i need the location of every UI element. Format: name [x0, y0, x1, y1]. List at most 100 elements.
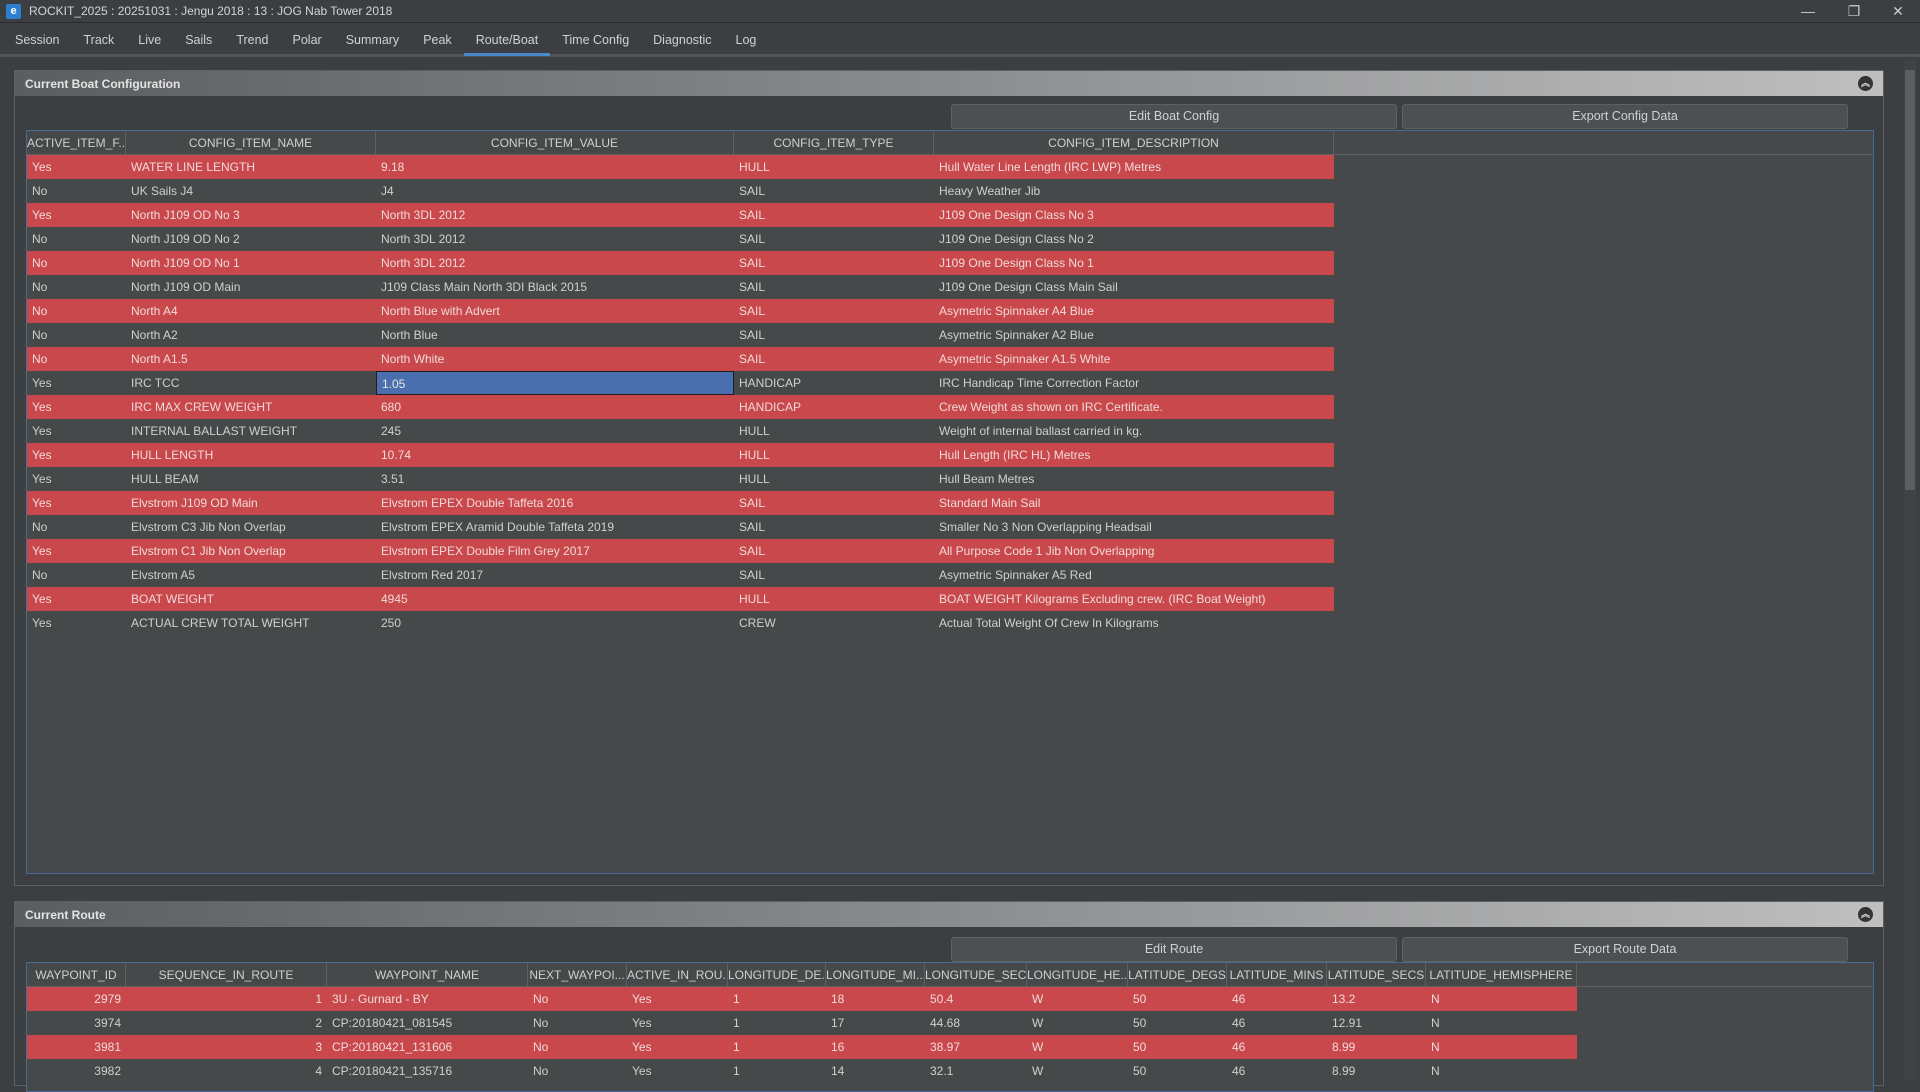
table-cell[interactable]: Yes [27, 587, 126, 611]
table-cell[interactable]: All Purpose Code 1 Jib Non Overlapping [934, 539, 1334, 563]
table-cell[interactable]: 44.68 [930, 1016, 961, 1030]
table-row[interactable]: Yes Elvstrom C1 Jib Non Overlap Elvstrom E… [27, 539, 1873, 563]
table-row[interactable]: 3974 2 CP:20180421_081545 No Yes 1 17 44.68 W 50 4… [27, 1011, 1873, 1035]
table-cell[interactable]: No [32, 184, 48, 198]
table-row[interactable]: No North J109 OD Main J109 Class Main Nort… [27, 275, 1873, 299]
table-cell[interactable]: SAIL [739, 232, 766, 246]
tab-session[interactable]: Session [15, 33, 60, 47]
boat-config-table[interactable]: ACTIVE_ITEM_F... CONFIG_ITEM_NAME CONFIG_I… [26, 130, 1874, 874]
table-cell[interactable]: 46 [1232, 1016, 1246, 1030]
table-cell[interactable]: North Blue with Advert [376, 299, 734, 323]
table-row[interactable]: No North A1.5 North White SAIL Asymetric Spi… [27, 347, 1873, 371]
tab-polar[interactable]: Polar [292, 33, 322, 47]
column-header[interactable]: LATITUDE_SECS [1327, 963, 1426, 986]
column-header[interactable]: SEQUENCE_IN_ROUTE [126, 963, 327, 986]
table-cell[interactable]: 1 [728, 1035, 826, 1059]
table-cell[interactable]: W [1032, 1064, 1044, 1078]
table-cell[interactable]: Hull Length (IRC HL) Metres [934, 443, 1334, 467]
table-row[interactable]: 3981 3 CP:20180421_131606 No Yes 1 16 38.97 W 50 4… [27, 1035, 1873, 1059]
table-cell[interactable]: North Blue [381, 328, 438, 342]
table-row[interactable]: No North A4 North Blue with Advert SAIL Asym… [27, 299, 1873, 323]
column-header[interactable]: CONFIG_ITEM_VALUE [376, 131, 734, 154]
table-cell[interactable]: 50 [1128, 987, 1227, 1011]
table-cell[interactable]: North A4 [126, 299, 376, 323]
table-cell[interactable]: Yes [32, 376, 52, 390]
collapse-icon[interactable]: ︽ [1858, 76, 1873, 91]
route-header[interactable]: Current Route ︽ [15, 902, 1883, 927]
table-cell[interactable]: Yes [27, 395, 126, 419]
table-cell[interactable]: J109 One Design Class No 1 [934, 251, 1334, 275]
table-row[interactable]: No Elvstrom C3 Jib Non Overlap Elvstrom EP… [27, 515, 1873, 539]
table-cell[interactable]: 46 [1232, 1064, 1246, 1078]
table-cell[interactable]: N [1426, 1035, 1577, 1059]
column-header[interactable]: LATITUDE_DEGS [1128, 963, 1227, 986]
table-cell[interactable]: Weight of internal ballast carried in kg… [939, 424, 1143, 438]
table-cell[interactable]: 32.1 [930, 1064, 954, 1078]
table-cell[interactable]: 46 [1227, 987, 1327, 1011]
table-cell[interactable]: Yes [27, 155, 126, 179]
column-header[interactable]: CONFIG_ITEM_NAME [126, 131, 376, 154]
table-cell[interactable]: Yes [627, 987, 728, 1011]
table-row[interactable]: Yes North J109 OD No 3 North 3DL 2012 SAIL J… [27, 203, 1873, 227]
table-cell[interactable]: BOAT WEIGHT [126, 587, 376, 611]
table-cell[interactable]: N [1431, 1064, 1440, 1078]
table-cell[interactable]: J109 One Design Class No 2 [939, 232, 1094, 246]
column-header[interactable]: ACTIVE_ITEM_F... [27, 131, 126, 154]
column-header[interactable]: NEXT_WAYPOI... [528, 963, 627, 986]
boat-config-header[interactable]: Current Boat Configuration ︽ [15, 71, 1883, 96]
tab-log[interactable]: Log [735, 33, 757, 47]
table-cell[interactable]: J109 One Design Class No 3 [934, 203, 1334, 227]
table-cell[interactable]: SAIL [734, 251, 934, 275]
table-cell[interactable]: Hull Beam Metres [939, 472, 1035, 486]
table-cell[interactable]: N [1431, 1016, 1440, 1030]
table-cell[interactable]: 4 [315, 1064, 322, 1078]
table-cell[interactable]: 16 [826, 1035, 925, 1059]
table-cell[interactable]: Elvstrom C3 Jib Non Overlap [131, 520, 286, 534]
table-cell[interactable]: No [528, 987, 627, 1011]
table-cell[interactable]: Elvstrom EPEX Double Taffeta 2016 [376, 491, 734, 515]
table-cell[interactable]: North A1.5 [126, 347, 376, 371]
table-cell[interactable]: IRC TCC [131, 376, 180, 390]
table-cell[interactable]: 8.99 [1332, 1064, 1356, 1078]
table-cell[interactable]: Yes [627, 1035, 728, 1059]
table-cell[interactable]: HULL [739, 472, 770, 486]
table-cell[interactable]: 3U - Gurnard - BY [327, 987, 528, 1011]
column-header[interactable]: LONGITUDE_HE... [1027, 963, 1128, 986]
table-cell[interactable]: SAIL [739, 184, 766, 198]
table-cell[interactable]: Yes [27, 539, 126, 563]
table-cell[interactable]: SAIL [734, 347, 934, 371]
window-scrollbar[interactable] [1904, 60, 1916, 1080]
table-cell[interactable]: SAIL [739, 280, 766, 294]
table-cell[interactable]: CP:20180421_135716 [332, 1064, 453, 1078]
table-cell[interactable]: North A2 [131, 328, 178, 342]
column-header[interactable]: LONGITUDE_DE... [728, 963, 826, 986]
table-row[interactable]: 2979 1 3U - Gurnard - BY No Yes 1 18 50.4 W 50 46 1… [27, 987, 1873, 1011]
table-row[interactable]: 3982 4 CP:20180421_135716 No Yes 1 14 32.1 W 50 46… [27, 1059, 1873, 1083]
table-cell[interactable]: SAIL [739, 520, 766, 534]
tab-summary[interactable]: Summary [345, 33, 400, 47]
table-cell[interactable]: North 3DL 2012 [376, 203, 734, 227]
table-cell[interactable]: SAIL [739, 328, 766, 342]
tab-peak[interactable]: Peak [423, 33, 452, 47]
table-cell[interactable]: No [528, 1035, 627, 1059]
tab-live[interactable]: Live [138, 33, 162, 47]
table-cell[interactable]: Crew Weight as shown on IRC Certificate. [934, 395, 1334, 419]
table-cell[interactable]: 12.91 [1332, 1016, 1363, 1030]
table-cell[interactable]: 3982 [94, 1064, 121, 1078]
tab-track[interactable]: Track [83, 33, 115, 47]
table-cell[interactable]: 18 [826, 987, 925, 1011]
table-row[interactable]: Yes ACTUAL CREW TOTAL WEIGHT 250 CREW Actual… [27, 611, 1873, 635]
table-cell[interactable]: J109 Class Main North 3DI Black 2015 [381, 280, 588, 294]
table-row[interactable]: Yes BOAT WEIGHT 4945 HULL BOAT WEIGHT Kilogr… [27, 587, 1873, 611]
table-cell[interactable]: J4 [381, 184, 394, 198]
table-cell[interactable]: HULL [739, 424, 770, 438]
table-cell[interactable]: Yes [632, 1016, 652, 1030]
table-cell[interactable]: 50 [1128, 1035, 1227, 1059]
column-header[interactable]: CONFIG_ITEM_TYPE [734, 131, 934, 154]
table-cell[interactable]: No [533, 1016, 549, 1030]
table-cell[interactable]: 50 [1133, 1016, 1147, 1030]
table-cell[interactable]: Smaller No 3 Non Overlapping Headsail [939, 520, 1152, 534]
column-header[interactable]: LONGITUDE_SECS [925, 963, 1027, 986]
table-cell[interactable]: HULL [734, 587, 934, 611]
table-cell[interactable]: North J109 OD No 2 [131, 232, 240, 246]
